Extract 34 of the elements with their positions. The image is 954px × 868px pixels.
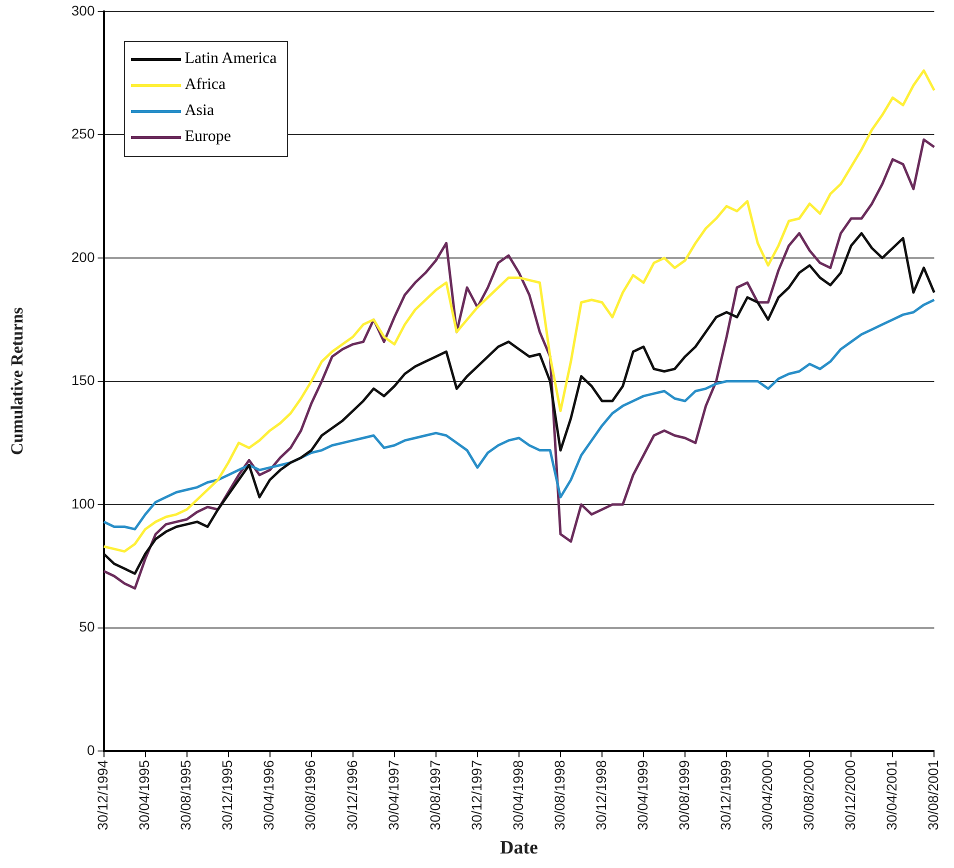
x-tick-label: 30/04/2000 bbox=[758, 760, 775, 830]
x-tick-label: 30/12/1996 bbox=[344, 760, 360, 830]
y-axis-title: Cumulative Returns bbox=[8, 306, 27, 456]
x-tick-label: 30/08/1996 bbox=[302, 760, 318, 830]
x-tick-label: 30/08/1999 bbox=[676, 760, 692, 830]
legend-label: Africa bbox=[184, 76, 226, 94]
x-tick-label: 30/04/1996 bbox=[260, 760, 277, 830]
x-tick-label: 30/08/2001 bbox=[925, 760, 942, 830]
x-axis-title: Date bbox=[500, 838, 538, 859]
legend-label: Latin America bbox=[184, 50, 277, 68]
x-tick-label: 30/12/1999 bbox=[717, 760, 734, 830]
y-tick-label: 150 bbox=[71, 372, 95, 388]
y-tick-label: 0 bbox=[86, 742, 95, 758]
x-tick-label: 30/04/1999 bbox=[634, 760, 650, 830]
x-tick-label: 30/04/1997 bbox=[385, 760, 402, 830]
legend-label: Europe bbox=[184, 128, 231, 146]
x-tick-label: 30/12/1995 bbox=[219, 760, 236, 830]
legend-label: Asia bbox=[184, 102, 214, 120]
x-tick-label: 30/04/1998 bbox=[510, 760, 526, 830]
x-tick-label: 30/12/2000 bbox=[842, 760, 858, 830]
y-tick-label: 250 bbox=[71, 126, 95, 142]
x-tick-label: 30/04/2001 bbox=[884, 760, 900, 830]
x-tick-label: 30/08/1995 bbox=[178, 760, 194, 830]
x-tick-label: 30/08/2000 bbox=[800, 760, 816, 830]
x-tick-label: 30/08/1998 bbox=[551, 760, 568, 830]
y-tick-label: 200 bbox=[71, 248, 95, 265]
x-tick-label: 30/08/1997 bbox=[426, 760, 443, 830]
x-tick-label: 30/12/1994 bbox=[94, 760, 111, 830]
y-tick-label: 300 bbox=[71, 2, 95, 18]
x-tick-label: 30/12/1998 bbox=[592, 760, 609, 830]
x-tick-label: 30/04/1995 bbox=[136, 760, 152, 830]
y-tick-label: 50 bbox=[79, 618, 95, 635]
x-tick-label: 30/12/1997 bbox=[468, 760, 484, 830]
y-tick-label: 100 bbox=[71, 495, 95, 512]
